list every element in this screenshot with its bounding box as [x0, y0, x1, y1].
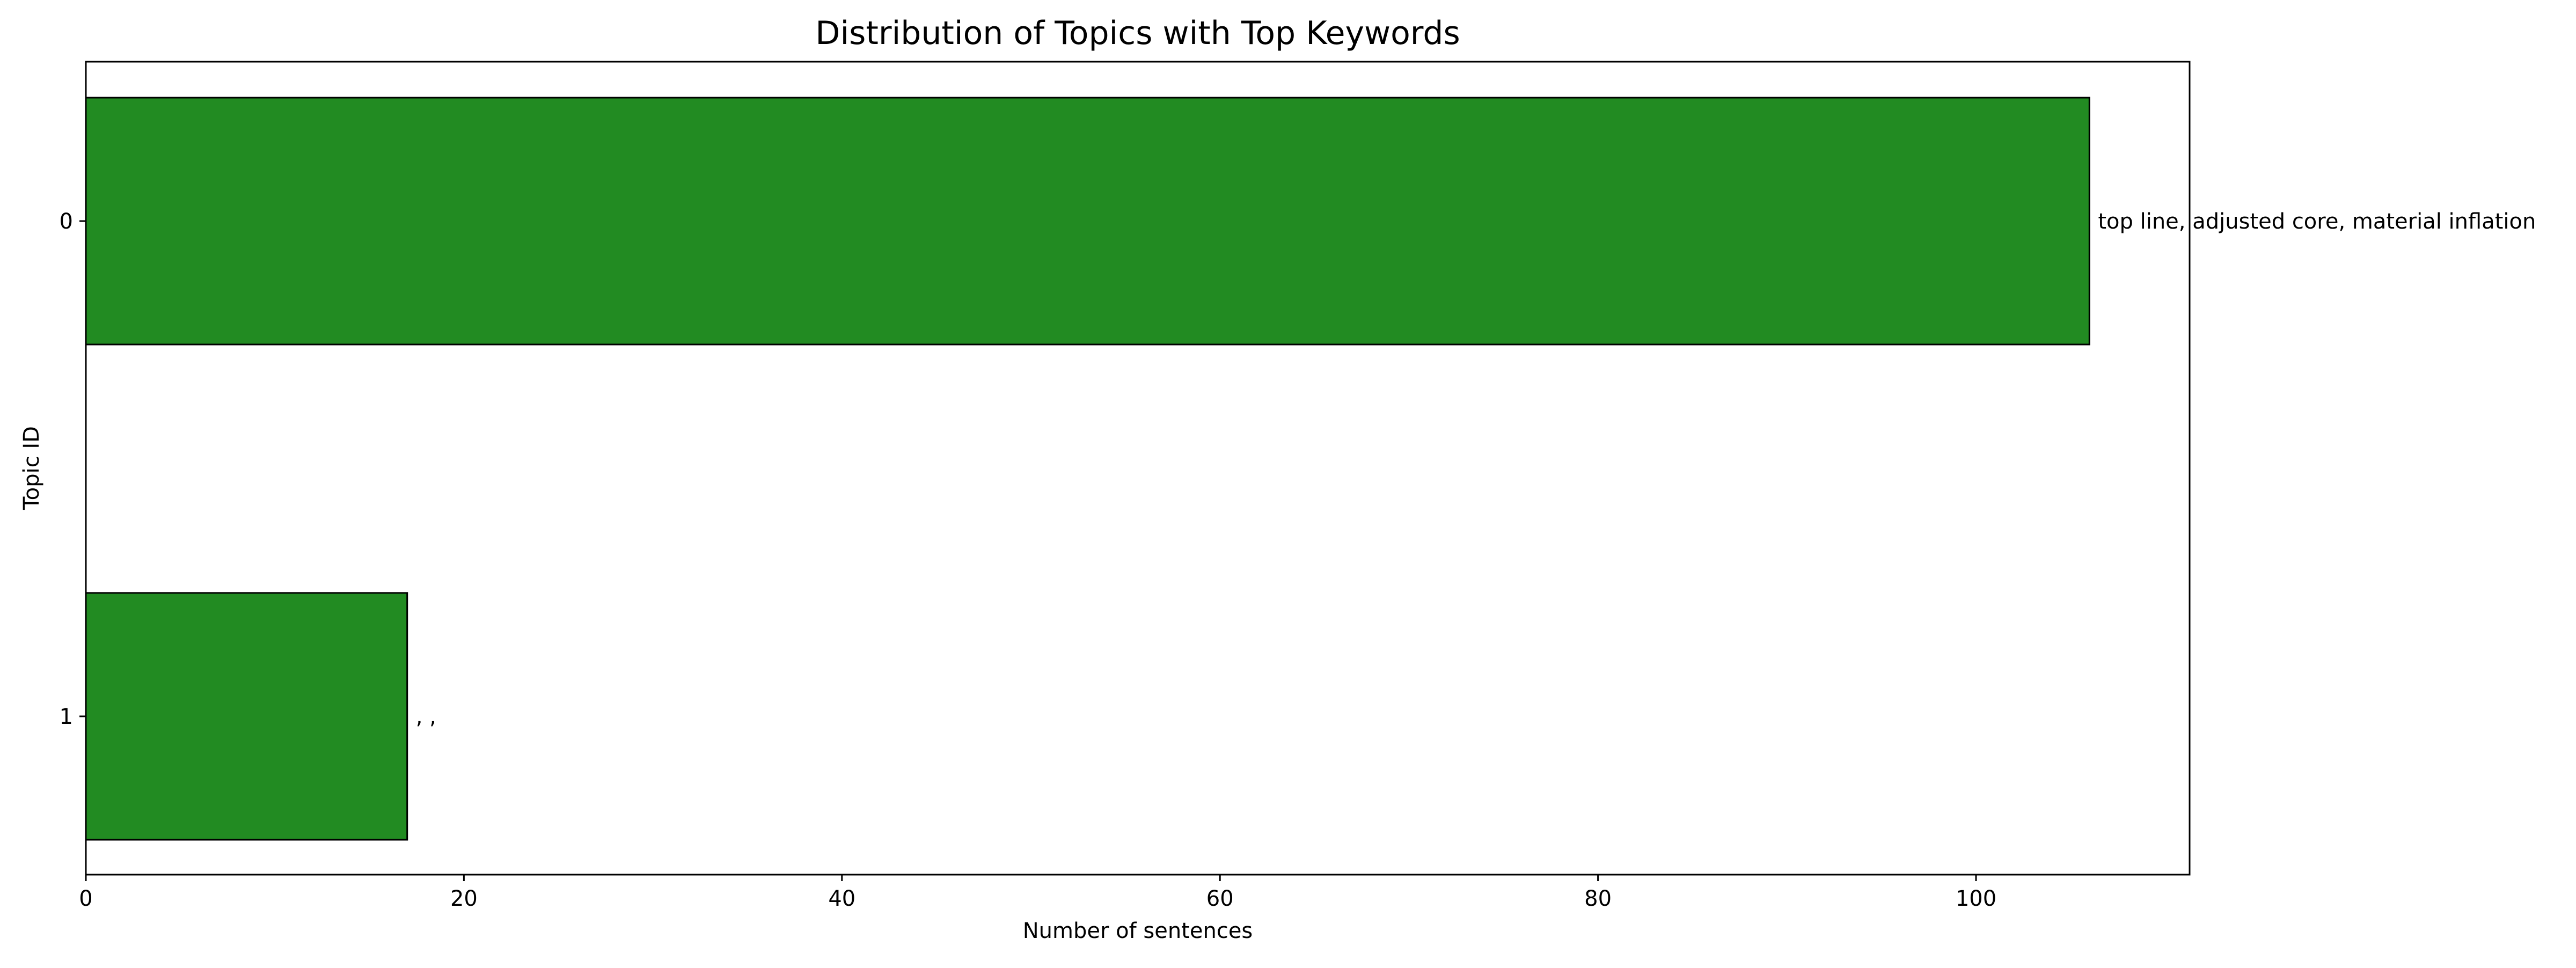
y-tick-label: 1: [60, 705, 73, 729]
x-tick-label: 100: [1956, 886, 1996, 911]
bar-labels-layer: top line, adjusted core, material inflat…: [416, 209, 2536, 729]
bar-label-topic-1: , ,: [416, 705, 436, 729]
bars-layer: [85, 97, 2090, 841]
x-axis: 0 20 40 60 80 100: [79, 875, 1996, 911]
x-tick-label: 20: [450, 886, 478, 911]
bar-label-topic-0: top line, adjusted core, material inflat…: [2098, 209, 2536, 234]
bar-topic-1: [85, 592, 408, 841]
x-tick-label: 0: [79, 886, 92, 911]
y-axis: 01: [60, 209, 86, 729]
y-axis-label: Topic ID: [19, 426, 44, 510]
x-axis-label: Number of sentences: [1023, 919, 1253, 943]
chart-title: Distribution of Topics with Top Keywords: [815, 14, 1460, 52]
plot-frame: [85, 61, 2191, 876]
x-tick-label: 80: [1584, 886, 1612, 911]
bar-topic-0: [85, 97, 2090, 346]
x-tick-label: 60: [1206, 886, 1234, 911]
x-tick-label: 40: [828, 886, 855, 911]
y-tick-label: 0: [60, 209, 73, 234]
